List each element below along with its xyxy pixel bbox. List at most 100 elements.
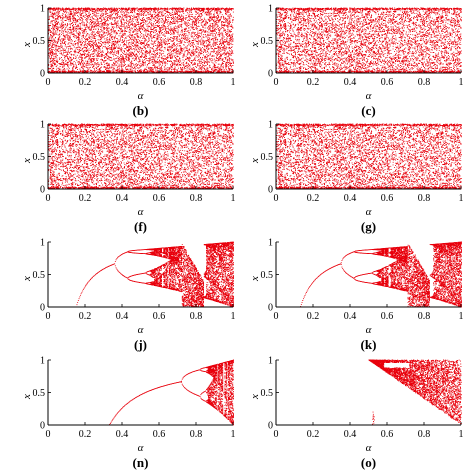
x-tick-label: 0: [274, 193, 279, 204]
subplot-k: 0 0.2 0.4 0.6 0.8 1 0 0.5 1 α x (k): [249, 238, 464, 353]
x-tick-label: 0.4: [116, 311, 129, 322]
y-axis-label: x: [249, 42, 261, 48]
y-axis-label: x: [249, 158, 261, 164]
y-tick-label: 0.5: [33, 388, 46, 399]
y-tick-label: 0.5: [33, 270, 46, 281]
x-tick-label: 0.6: [381, 429, 394, 440]
y-axis-label: x: [21, 42, 33, 48]
x-tick-label: 0.6: [381, 193, 394, 204]
x-tick-label: 0.6: [381, 77, 394, 88]
x-tick-label: 0.2: [79, 193, 92, 204]
x-tick-label: 0.4: [116, 77, 129, 88]
x-tick-label: 0.2: [79, 311, 92, 322]
data-points: [48, 123, 234, 190]
y-axis-label: x: [21, 158, 33, 164]
x-tick-label: 0.6: [153, 77, 166, 88]
y-tick-label: 0.5: [261, 152, 274, 163]
x-tick-label: 0: [274, 429, 279, 440]
x-tick-label: 1: [459, 311, 464, 322]
y-tick-label: 0: [40, 303, 45, 314]
x-tick-label: 0.6: [153, 193, 166, 204]
y-axis-label: x: [249, 394, 261, 400]
subplot-caption: (f): [134, 219, 147, 234]
data-points: [48, 359, 234, 426]
y-tick-label: 0: [40, 69, 45, 80]
x-tick-label: 0.4: [344, 311, 357, 322]
data-points: [276, 123, 462, 190]
x-tick-label: 0.4: [344, 77, 357, 88]
subplot-caption: (o): [361, 455, 376, 470]
y-tick-label: 0.5: [261, 36, 274, 47]
y-tick-label: 0.5: [33, 152, 46, 163]
x-tick-label: 0.2: [307, 311, 320, 322]
x-tick-label: 0.8: [190, 311, 203, 322]
data-points: [276, 7, 462, 74]
y-tick-label: 1: [268, 120, 273, 131]
x-tick-label: 0.4: [344, 429, 357, 440]
y-tick-label: 1: [268, 356, 273, 367]
subplot-g: 0 0.2 0.4 0.6 0.8 1 0 0.5 1 α x (g): [249, 120, 464, 235]
x-tick-label: 0.4: [116, 193, 129, 204]
x-tick-label: 0.8: [190, 429, 203, 440]
y-tick-label: 0.5: [261, 270, 274, 281]
x-tick-label: 0: [46, 311, 51, 322]
x-axis-label: α: [366, 206, 372, 218]
y-tick-label: 1: [40, 356, 45, 367]
y-tick-label: 1: [40, 120, 45, 131]
y-tick-label: 0: [40, 185, 45, 196]
subplot-b: 0 0.2 0.4 0.6 0.8 1 0 0.5 1 α x (b): [21, 4, 236, 119]
x-tick-label: 0.6: [381, 311, 394, 322]
subplot-f: 0 0.2 0.4 0.6 0.8 1 0 0.5 1 α x (f): [21, 120, 236, 235]
y-axis-label: x: [21, 276, 33, 282]
x-tick-label: 0.8: [190, 77, 203, 88]
x-tick-label: 1: [231, 311, 236, 322]
x-tick-label: 0.6: [153, 311, 166, 322]
y-tick-label: 0: [268, 69, 273, 80]
subplot-caption: (n): [133, 455, 149, 470]
x-tick-label: 1: [459, 77, 464, 88]
x-tick-label: 0.4: [116, 429, 129, 440]
data-points: [276, 359, 462, 426]
x-axis-label: α: [366, 324, 372, 336]
y-tick-label: 1: [268, 238, 273, 249]
subplot-c: 0 0.2 0.4 0.6 0.8 1 0 0.5 1 α x (c): [249, 4, 464, 119]
subplot-caption: (b): [133, 103, 149, 118]
x-tick-label: 0.6: [153, 429, 166, 440]
x-tick-label: 0.2: [79, 77, 92, 88]
y-tick-label: 0: [268, 303, 273, 314]
subplot-caption: (k): [361, 337, 377, 352]
x-axis-label: α: [138, 324, 144, 336]
subplot-caption: (j): [134, 337, 147, 352]
x-tick-label: 0.2: [79, 429, 92, 440]
x-tick-label: 0: [46, 77, 51, 88]
x-tick-label: 0: [46, 429, 51, 440]
subplot-caption: (g): [361, 219, 376, 234]
x-tick-label: 0.2: [307, 429, 320, 440]
y-tick-label: 1: [268, 4, 273, 15]
y-axis-label: x: [21, 394, 33, 400]
x-tick-label: 1: [231, 77, 236, 88]
x-axis-label: α: [366, 90, 372, 102]
y-tick-label: 1: [40, 238, 45, 249]
y-tick-label: 0: [268, 185, 273, 196]
x-tick-label: 0: [46, 193, 51, 204]
subplot-j: 0 0.2 0.4 0.6 0.8 1 0 0.5 1 α x (j): [21, 238, 236, 353]
subplot-caption: (c): [361, 103, 375, 118]
x-tick-label: 1: [231, 193, 236, 204]
x-tick-label: 0: [274, 77, 279, 88]
data-points: [48, 241, 234, 308]
x-tick-label: 0.8: [418, 429, 431, 440]
x-tick-label: 0.8: [190, 193, 203, 204]
x-tick-label: 0.2: [307, 193, 320, 204]
x-tick-label: 0.2: [307, 77, 320, 88]
data-points: [276, 241, 462, 308]
x-tick-label: 1: [231, 429, 236, 440]
subplot-n: 0 0.2 0.4 0.6 0.8 1 0 0.5 1 α x (n): [21, 356, 236, 471]
data-points: [48, 7, 234, 74]
x-tick-label: 0.4: [344, 193, 357, 204]
x-axis-label: α: [138, 442, 144, 454]
x-axis-label: α: [138, 90, 144, 102]
x-axis-label: α: [366, 442, 372, 454]
y-tick-label: 0: [268, 421, 273, 432]
